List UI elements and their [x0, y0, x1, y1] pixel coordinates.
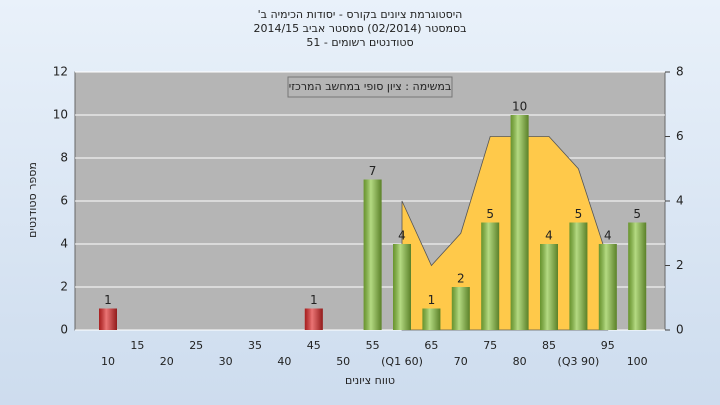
data-label: 10 — [512, 100, 527, 114]
x-tick-label: 80 — [513, 355, 527, 368]
x-tick-label: 75 — [483, 339, 497, 352]
x-tick-label: 30 — [219, 355, 233, 368]
bar-shade — [99, 308, 117, 330]
bar-shade — [540, 244, 558, 330]
y2-tick-label: 4 — [676, 194, 684, 208]
x-tick-label: 95 — [601, 339, 615, 352]
data-label: 4 — [545, 229, 553, 243]
data-label: 5 — [486, 207, 494, 221]
bar-shade — [628, 222, 647, 330]
data-label: 1 — [428, 293, 436, 307]
bar-shade — [481, 222, 500, 330]
y2-tick-label: 8 — [676, 65, 684, 79]
annotation: במשימה : ציון סופי במחשב המרכזי — [287, 76, 453, 98]
x-tick-label: 15 — [130, 339, 144, 352]
x-tick-label: 10 — [101, 355, 115, 368]
y-tick-label: 2 — [60, 280, 68, 294]
bar-shade — [598, 244, 617, 330]
annotation-box — [287, 76, 453, 98]
bar-shade — [363, 179, 382, 330]
bar-shade — [510, 115, 529, 330]
y-tick-label: 12 — [53, 65, 68, 79]
x-axis-title: טווח ציונים — [345, 374, 395, 387]
data-label: 5 — [575, 207, 583, 221]
x-tick-label: 85 — [542, 339, 556, 352]
annotation-text: במשימה : ציון סופי במחשב המרכזי — [289, 80, 452, 93]
y2-tick-label: 6 — [676, 129, 684, 143]
x-tick-label: 25 — [189, 339, 203, 352]
subtitle: בסמסטר (02/2014) סמסטר אביב 2014/15 — [253, 22, 466, 35]
y-tick-label: 4 — [60, 237, 68, 251]
bar-shade — [304, 308, 323, 330]
data-label: 7 — [369, 164, 377, 178]
data-label: 4 — [398, 229, 406, 243]
x-tick-label: 65 — [424, 339, 438, 352]
bar-shade — [451, 287, 470, 330]
x-tick-label: 100 — [627, 355, 648, 368]
x-tick-label: 50 — [336, 355, 350, 368]
y-tick-label: 8 — [60, 151, 68, 165]
x-tick-label: (Q1 60) — [381, 355, 423, 368]
x-tick-label: (Q3 90) — [558, 355, 600, 368]
x-tick-label: 45 — [307, 339, 321, 352]
y-axis-title: מספר סטודנטים — [26, 162, 39, 238]
bar-shade — [422, 308, 441, 330]
data-label: 2 — [457, 272, 465, 286]
subtitle: סטודנטים רשומים - 51 — [306, 36, 413, 49]
data-label: 1 — [310, 293, 318, 307]
y2-tick-label: 0 — [676, 323, 684, 337]
y-tick-label: 0 — [60, 323, 68, 337]
x-tick-label: 20 — [160, 355, 174, 368]
bar-shade — [569, 222, 588, 330]
x-tick-label: 70 — [454, 355, 468, 368]
y2-tick-label: 2 — [676, 258, 684, 272]
y-tick-label: 6 — [60, 194, 68, 208]
data-label: 5 — [633, 207, 641, 221]
y-tick-label: 10 — [53, 108, 68, 122]
x-tick-label: 40 — [277, 355, 291, 368]
x-tick-label: 55 — [366, 339, 380, 352]
title: היסטוגרמת ציונים בקורס - יסודות הכימיה ב… — [258, 8, 463, 21]
data-label: 1 — [104, 293, 112, 307]
x-tick-label: 35 — [248, 339, 262, 352]
bar-shade — [393, 244, 411, 330]
data-label: 4 — [604, 229, 612, 243]
